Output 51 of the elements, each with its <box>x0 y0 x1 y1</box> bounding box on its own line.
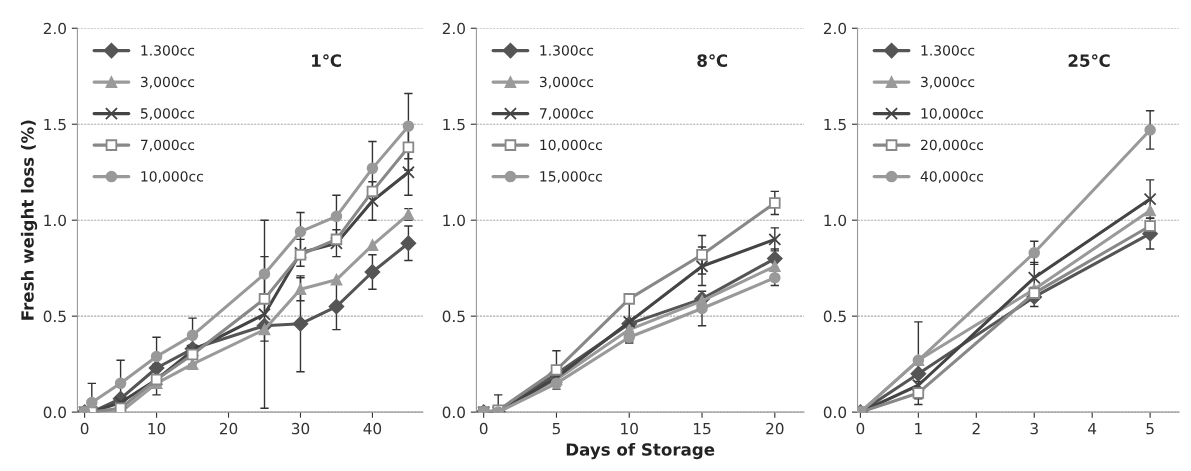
y-tick-label: 1.5 <box>44 118 66 131</box>
y-tick-label: 0.0 <box>823 406 847 419</box>
legend-label: 3,000cc <box>539 76 594 89</box>
y-tick-label: 0.0 <box>43 406 66 419</box>
y-tick-label: 1.0 <box>443 214 465 227</box>
legend-label: 1.300cc <box>540 45 594 56</box>
x-tick-label: 15 <box>693 423 711 435</box>
y-tick-label: 0.0 <box>442 406 465 419</box>
y-tick-label: 2.0 <box>823 22 847 35</box>
x-tick-label: 5 <box>1146 423 1154 435</box>
legend-label: 7,000cc <box>141 139 195 152</box>
y-axis-title: Fresh weight loss (%) <box>20 120 38 320</box>
legend-label: 40,000cc <box>920 171 984 184</box>
x-tick-label: 20 <box>219 422 238 435</box>
legend-label: 10,000cc <box>141 171 203 184</box>
legend-label: 10,000cc <box>921 108 984 121</box>
legend-label: 7,000cc <box>540 108 594 121</box>
x-tick-label: 0 <box>80 422 89 435</box>
y-tick-label: 1.5 <box>443 118 465 131</box>
x-tick-label: 2 <box>972 422 980 435</box>
x-tick-label: 20 <box>766 422 784 435</box>
y-tick-label: 0.5 <box>823 310 846 323</box>
y-tick-label: 1.0 <box>44 214 66 227</box>
x-tick-label: 30 <box>291 422 310 435</box>
legend-label: 3,000cc <box>921 76 975 89</box>
x-tick-label: 10 <box>148 422 166 435</box>
legend-label: 3,000cc <box>140 76 195 89</box>
y-tick-label: 2.0 <box>43 22 66 35</box>
legend-label: 20,000cc <box>921 139 984 152</box>
x-tick-label: 10 <box>621 422 638 435</box>
x-tick-label: 40 <box>363 422 382 435</box>
x-tick-label: 5 <box>552 423 560 435</box>
text: 25℃ <box>1068 54 1110 67</box>
legend-label: 5,000cc <box>140 108 195 121</box>
x-tick-label: 3 <box>1030 422 1038 435</box>
y-tick-label: 0.5 <box>43 310 66 323</box>
y-tick-label: 0.5 <box>442 310 465 323</box>
x-tick-label: 0 <box>856 422 865 435</box>
legend-label: 15,000cc <box>540 171 602 184</box>
text: 1℃ <box>312 54 341 67</box>
y-tick-label: 2.0 <box>442 22 465 35</box>
legend-label: 1.300cc <box>141 45 195 56</box>
y-tick-label: 1.5 <box>824 118 846 131</box>
x-tick-label: 1 <box>915 423 922 435</box>
y-tick-label: 1.0 <box>824 214 847 227</box>
x-tick-label: 4 <box>1088 423 1097 435</box>
legend-label: 10,000cc <box>540 139 602 152</box>
legend-label: 1.300cc <box>921 45 975 56</box>
x-axis-title: Days of Storage <box>566 442 715 460</box>
x-tick-label: 0 <box>479 422 488 435</box>
text: 8℃ <box>697 54 728 67</box>
